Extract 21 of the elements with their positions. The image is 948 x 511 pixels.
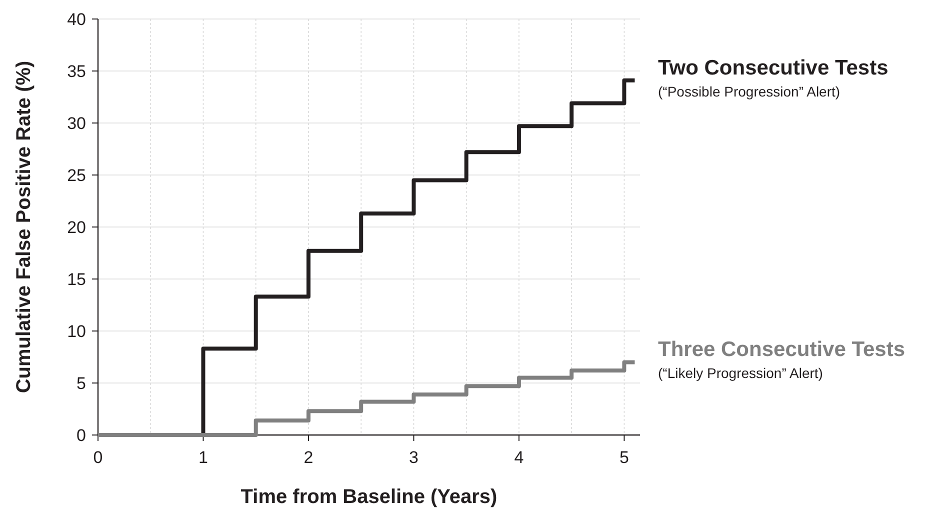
text: (“Likely Progression” Alert) [658,365,823,382]
y-tick-label: 5 [76,374,86,393]
x-tick-label: 2 [304,448,314,467]
x-tick-label: 0 [93,448,103,467]
y-tick-label: 20 [67,218,86,237]
y-tick-label: 35 [67,62,86,81]
y-tick-label: 15 [67,270,86,289]
series-label: Three Consecutive Tests [658,338,906,362]
y-tick-label: 25 [67,166,86,185]
text: (“Possible Progression” Alert) [658,83,840,100]
series-label: Two Consecutive Tests [658,56,888,80]
x-axis-title: Time from Baseline (Years) [240,486,498,508]
y-tick-label: 0 [76,426,86,445]
x-tick-label: 3 [408,448,418,467]
y-axis-title: Cumulative False Positive Rate (%) [13,60,35,394]
x-tick-label: 5 [619,448,629,467]
y-tick-label: 40 [67,10,86,29]
y-tick-label: 30 [67,114,86,133]
x-tick-label: 4 [514,448,524,467]
x-tick-label: 1 [198,448,208,467]
y-tick-label: 10 [67,322,86,341]
